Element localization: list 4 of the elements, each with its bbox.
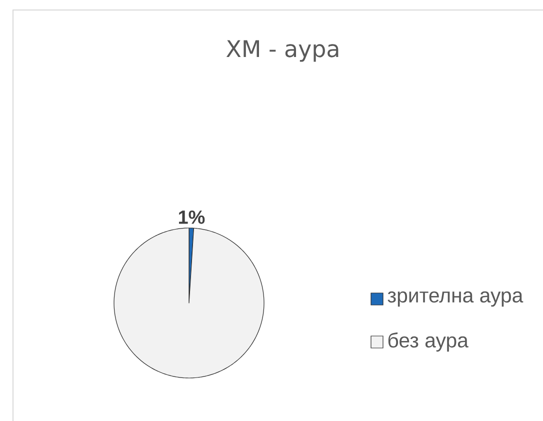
data-label: 1%: [179, 210, 205, 224]
legend-label: без аура: [388, 332, 468, 352]
chart-title: ХМ - аура: [226, 40, 338, 62]
legend-label: зрителна аура: [388, 291, 524, 307]
